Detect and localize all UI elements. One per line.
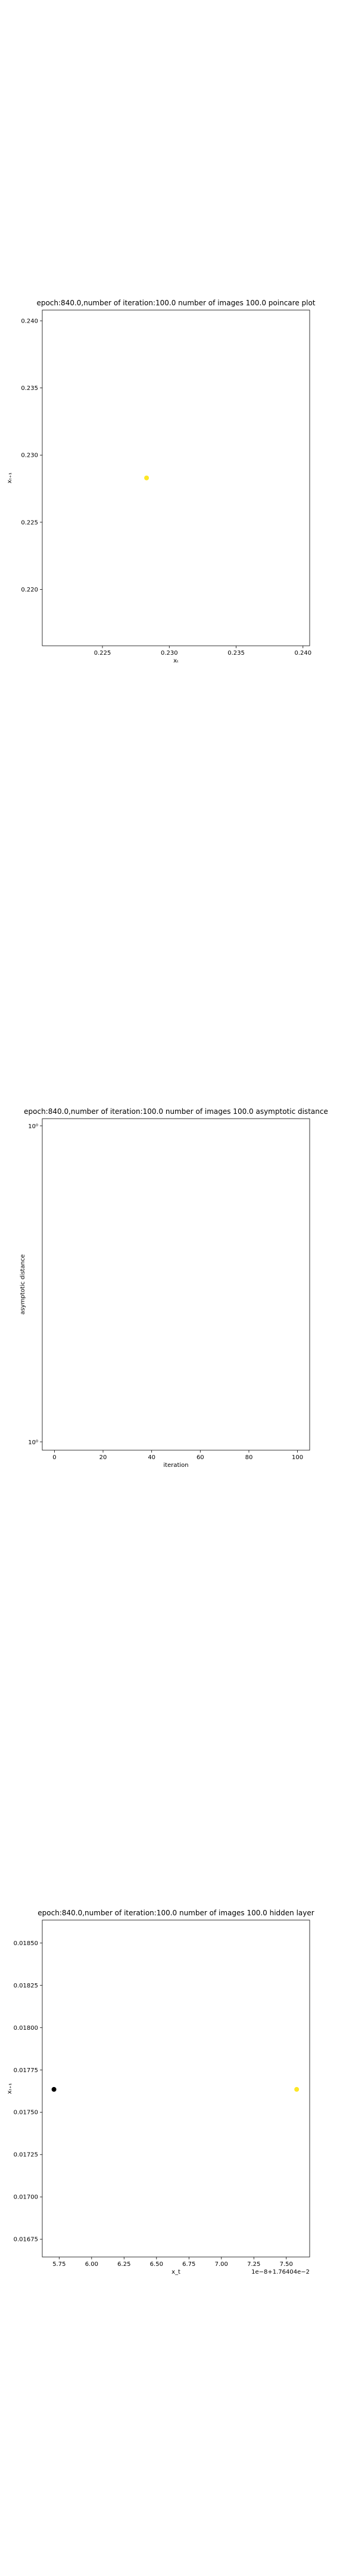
chart-2-title: epoch:840.0,number of iteration:100.0 nu… xyxy=(38,1909,314,1917)
chart-1-xtick-label-2: 40 xyxy=(148,1454,155,1461)
chart-2-xtick-label-2: 6.25 xyxy=(117,2261,130,2268)
chart-2-ytick-label-5: 0.01800 xyxy=(14,2025,38,2032)
chart-2-xtick-label-5: 7.00 xyxy=(215,2261,228,2268)
chart-0-xtick-label-2: 0.235 xyxy=(227,650,245,657)
chart-2-axes-frame xyxy=(42,1919,310,2258)
chart-0-xlabel: xₜ xyxy=(173,658,179,664)
chart-2-ytick-label-4: 0.01775 xyxy=(14,2067,38,2074)
chart-0-ytick-label-0: 0.220 xyxy=(21,587,38,593)
chart-2-xtick-label-1: 6.00 xyxy=(85,2261,98,2268)
chart-2-xtick-label-3: 6.50 xyxy=(150,2261,163,2268)
chart-2-xtick-label-4: 6.75 xyxy=(182,2261,195,2268)
chart-2-ytick-label-2: 0.01725 xyxy=(14,2152,38,2159)
chart-0-ytick-label-4: 0.240 xyxy=(21,318,38,325)
chart-1-ytick-label-1: 10⁰ xyxy=(28,1439,38,1446)
chart-2-offset-text: 1e−8+1.76404e−2 xyxy=(251,2269,310,2275)
chart-2-point-0 xyxy=(51,2086,57,2092)
chart-2-xtick-label-6: 7.25 xyxy=(247,2261,260,2268)
chart-1-xlabel: iteration xyxy=(163,1462,188,1469)
chart-2-xlabel: x_t xyxy=(172,2269,180,2275)
chart-1-xtick-label-1: 20 xyxy=(99,1454,107,1461)
chart-0-xtick-label-3: 0.240 xyxy=(294,650,311,657)
chart-1-axes-frame xyxy=(42,1118,310,1451)
chart-0-ytick-label-1: 0.225 xyxy=(21,519,38,526)
chart-0-point-0 xyxy=(144,475,149,481)
chart-0-xtick-label-1: 0.230 xyxy=(161,650,178,657)
chart-2-ytick-label-1: 0.01700 xyxy=(14,2194,38,2201)
chart-0-ytick-label-3: 0.235 xyxy=(21,385,38,392)
chart-1-xtick-label-5: 100 xyxy=(292,1454,303,1461)
chart-1-ylabel: asymptotic distance xyxy=(20,1254,26,1314)
chart-1-xtick-label-4: 80 xyxy=(245,1454,253,1461)
chart-0-title: epoch:840.0,number of iteration:100.0 nu… xyxy=(36,299,315,307)
chart-2-ytick-label-3: 0.01750 xyxy=(14,2110,38,2116)
chart-0-xtick-label-0: 0.225 xyxy=(94,650,111,657)
chart-1-xtick-label-0: 0 xyxy=(52,1454,56,1461)
chart-0-ylabel: xₜ₊₁ xyxy=(7,472,13,483)
chart-1-xtick-label-3: 60 xyxy=(197,1454,204,1461)
chart-2-ytick-label-6: 0.01825 xyxy=(14,1983,38,1989)
chart-1-ytick-label-0: 10⁰ xyxy=(28,1123,38,1130)
chart-2-ylabel: xₜ₊₁ xyxy=(7,2083,13,2094)
chart-0-ytick-label-2: 0.230 xyxy=(21,453,38,459)
chart-2-ytick-label-0: 0.01675 xyxy=(14,2237,38,2243)
chart-2-ytick-label-7: 0.01850 xyxy=(14,1940,38,1947)
chart-2-point-1 xyxy=(294,2086,300,2092)
chart-2-xtick-label-7: 7.50 xyxy=(280,2261,293,2268)
chart-2-xtick-label-0: 5.75 xyxy=(52,2261,66,2268)
chart-0-axes-frame xyxy=(42,309,310,646)
chart-1-title: epoch:840.0,number of iteration:100.0 nu… xyxy=(24,1107,328,1116)
